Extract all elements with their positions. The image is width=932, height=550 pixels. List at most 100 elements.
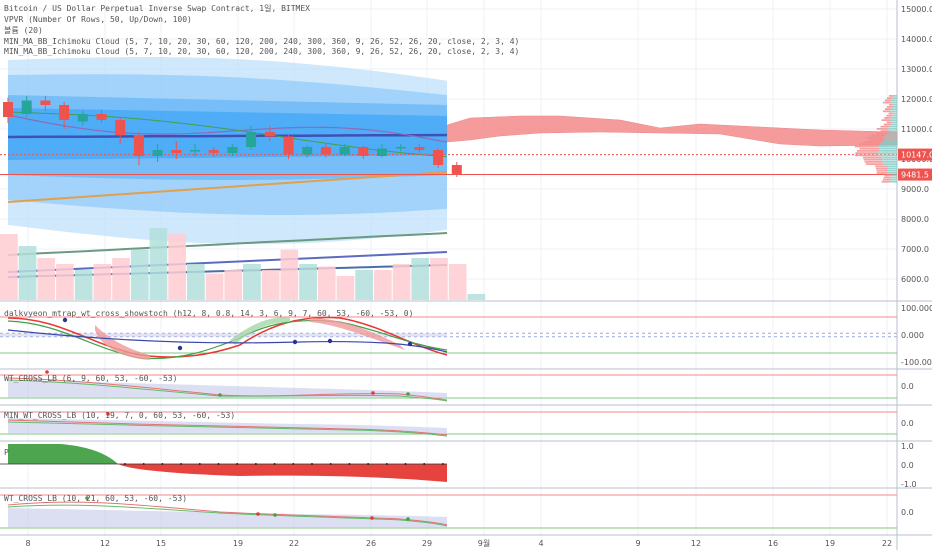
- vpvr-row-green: [890, 110, 897, 113]
- p1-green-fill: [230, 317, 290, 345]
- vpvr-row-red: [865, 163, 884, 165]
- candle-body: [96, 114, 107, 120]
- vpvr-row-red: [865, 136, 884, 139]
- price-tick-label: 9000.0: [901, 185, 929, 194]
- vpvr-row-green: [887, 128, 897, 130]
- candle-body: [208, 150, 219, 153]
- p4-dot: [142, 463, 145, 465]
- candle-body: [433, 150, 444, 165]
- ma-blue-line: [7, 251, 448, 273]
- price-tick-label: 15000.0: [901, 5, 932, 14]
- p4-dot: [217, 463, 220, 465]
- price-marker-box: [898, 148, 932, 161]
- time-tick-label: 12: [691, 539, 701, 548]
- p2-cross-dot: [218, 393, 222, 397]
- vpvr-histogram: [854, 95, 897, 183]
- price-axis[interactable]: 15000.014000.013000.012000.011000.010000…: [898, 5, 932, 517]
- vpvr-row-red: [876, 169, 888, 172]
- volume-bar: [56, 264, 74, 300]
- volume-bar: [448, 264, 467, 300]
- indicator-panes[interactable]: [0, 316, 897, 529]
- p1-cross-dot: [407, 341, 413, 347]
- candle-body: [3, 102, 13, 117]
- candle-body: [227, 147, 238, 153]
- ma-navy-line: [7, 133, 448, 139]
- volume-bar: [243, 264, 261, 300]
- p3-tick-label: 0.0: [901, 419, 914, 428]
- volume-bar: [355, 270, 373, 300]
- vpvr-row-green: [892, 114, 897, 117]
- p2-cross-dot: [45, 370, 49, 374]
- vpvr-row-green: [890, 178, 897, 181]
- vpvr-row-green: [893, 112, 897, 115]
- vpvr-row-red: [886, 97, 893, 99]
- vpvr-row-red: [854, 154, 879, 157]
- p1-wt1-line: [7, 316, 448, 358]
- vpvr-row-red: [875, 132, 888, 135]
- vpvr-row-red: [883, 176, 892, 179]
- p4-dot: [367, 463, 370, 465]
- price-marker-box: [898, 168, 932, 181]
- vpvr-row-red: [884, 108, 892, 110]
- p5-cross-dot: [406, 517, 410, 521]
- volume-bar: [411, 258, 430, 300]
- p5-cross-dot: [85, 496, 89, 500]
- p1-tick-label: -100.000: [901, 358, 932, 367]
- vpvr-row-green: [878, 152, 897, 154]
- candle-body: [40, 100, 51, 105]
- volume-bar: [205, 273, 224, 300]
- vpvr-row-red: [886, 121, 893, 124]
- vpvr-row-red: [880, 125, 890, 128]
- main-price-pane[interactable]: [0, 57, 898, 300]
- pane4-label: P: [4, 448, 9, 457]
- pane3-label: MIN_WT_CROSS_LB (10, 19, 7, 0, 60, 53, -…: [4, 411, 236, 420]
- vpvr-row-green: [881, 156, 897, 159]
- pane1-label: dalkvyeon_mtrap_wt_cross_showstoch (h12,…: [4, 309, 414, 318]
- time-tick-label: 22: [289, 539, 299, 548]
- candle-body: [171, 150, 182, 153]
- p2-wt2: [7, 379, 448, 402]
- vpvr-row-red: [871, 134, 886, 137]
- vpvr-row-red: [888, 95, 894, 97]
- time-axis[interactable]: 8 12 15 19 22 26 29 9월 4 9 12 16 19 22: [25, 538, 892, 548]
- vpvr-row-green: [889, 130, 897, 132]
- price-tick-label: 11000.0: [901, 125, 932, 134]
- vpvr-row-red: [883, 123, 892, 126]
- vpvr-row-red: [880, 130, 890, 132]
- p2-cross-dot: [371, 391, 375, 395]
- candle-body: [77, 114, 88, 122]
- vpvr-row-red: [858, 143, 880, 146]
- vpvr-row-green: [880, 147, 897, 150]
- volume-bar: [112, 258, 130, 300]
- volume-bar: [224, 270, 243, 300]
- volume-bar: [168, 234, 186, 300]
- p4-dot: [161, 463, 164, 465]
- p5-tick-label: 0.0: [901, 508, 914, 517]
- p1-cross-dot: [177, 345, 183, 351]
- volume-bar: [467, 294, 486, 300]
- volume-bar: [149, 228, 168, 300]
- p4-tick-label: 1.0: [901, 442, 914, 451]
- p3-wt1: [7, 419, 448, 436]
- vpvr-row-green: [891, 117, 897, 119]
- legend-ichimoku-1: MIN_MA_BB_Ichimoku Cloud (5, 7, 10, 20, …: [4, 37, 520, 46]
- pane2-label: WT_CROSS_LB (6, 9, 60, 53, -60, -53): [4, 374, 178, 383]
- legend-vpvr: VPVR (Number Of Rows, 50, Up/Down, 100): [4, 15, 192, 24]
- vpvr-row-green: [887, 165, 897, 168]
- vpvr-row-green: [887, 167, 897, 170]
- vpvr-row-green: [892, 121, 897, 124]
- p4-dot: [124, 463, 126, 465]
- volume-bar: [280, 249, 299, 300]
- p5-area: [8, 508, 447, 528]
- p4-dot: [292, 463, 295, 465]
- vpvr-row-green: [881, 158, 897, 161]
- time-tick-label: 9월: [478, 538, 490, 548]
- time-tick-label: 22: [882, 539, 892, 548]
- vpvr-row-green: [884, 139, 897, 141]
- vpvr-row-red: [888, 112, 894, 115]
- vpvr-row-red: [881, 119, 891, 121]
- vpvr-row-red: [868, 139, 885, 141]
- p4-dot: [441, 463, 444, 465]
- vpvr-row-green: [891, 174, 897, 176]
